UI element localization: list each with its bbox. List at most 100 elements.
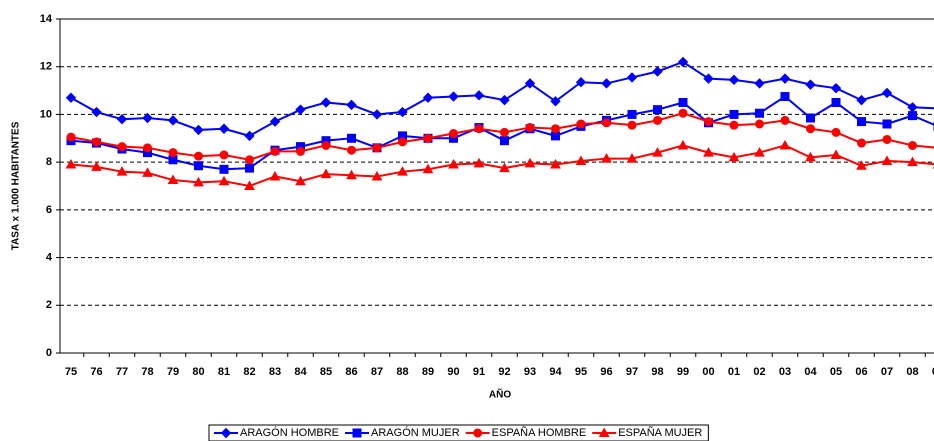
marker	[65, 159, 77, 169]
x-tick-label: 08	[906, 366, 918, 378]
marker	[678, 98, 688, 107]
marker	[729, 109, 739, 119]
marker	[142, 167, 153, 177]
marker	[830, 82, 842, 94]
marker	[473, 428, 483, 438]
marker	[397, 106, 408, 118]
marker	[602, 118, 611, 128]
marker	[576, 119, 586, 129]
marker	[218, 175, 230, 186]
marker	[352, 428, 362, 438]
marker	[881, 87, 893, 99]
marker	[473, 157, 485, 168]
marker	[575, 77, 587, 88]
marker	[728, 74, 740, 86]
x-tick-label: 85	[320, 366, 332, 378]
marker	[193, 176, 204, 187]
marker	[627, 120, 637, 130]
marker	[653, 115, 662, 125]
marker	[473, 90, 485, 101]
marker	[218, 123, 230, 134]
marker	[857, 138, 866, 148]
marker	[66, 132, 76, 142]
x-tick-label: 97	[626, 366, 638, 378]
x-tick-label: 88	[396, 366, 408, 378]
marker	[677, 56, 689, 68]
marker	[831, 127, 841, 137]
marker	[194, 161, 203, 171]
marker	[116, 166, 128, 176]
marker	[320, 97, 332, 108]
marker	[448, 159, 459, 169]
marker	[805, 79, 816, 90]
marker	[296, 146, 305, 156]
x-tick-label: 02	[753, 366, 765, 378]
marker	[270, 146, 280, 156]
marker	[295, 175, 306, 186]
marker	[346, 99, 357, 111]
marker	[320, 168, 332, 179]
x-tick-label: 82	[243, 366, 255, 378]
marker	[601, 153, 612, 163]
marker	[908, 140, 917, 150]
legend-box	[208, 424, 709, 441]
marker	[652, 147, 663, 157]
marker	[321, 140, 331, 150]
marker	[575, 155, 587, 165]
y-tick-label: 2	[46, 299, 52, 311]
marker	[220, 427, 232, 439]
marker	[882, 119, 892, 129]
marker	[167, 174, 179, 185]
marker	[677, 139, 689, 150]
y-tick-label: 10	[40, 108, 52, 120]
marker	[550, 96, 561, 107]
marker	[754, 78, 765, 89]
marker	[499, 162, 510, 173]
marker	[653, 105, 662, 115]
marker	[168, 148, 178, 158]
legend-label: ARAGÓN HOMBRE	[240, 426, 339, 439]
x-tick-label: 76	[90, 366, 102, 378]
marker	[448, 91, 459, 102]
legend-label: ESPAÑA MUJER	[618, 426, 702, 439]
x-axis-title: AÑO	[489, 388, 511, 401]
marker	[371, 170, 383, 181]
x-tick-label: 03	[779, 366, 791, 378]
marker	[219, 150, 229, 160]
x-tick-label: 91	[473, 366, 485, 378]
x-tick-label: 92	[498, 366, 510, 378]
marker	[598, 427, 610, 437]
marker	[524, 157, 536, 168]
marker	[371, 109, 383, 120]
x-tick-label: 81	[218, 366, 230, 378]
marker	[856, 94, 867, 106]
marker	[91, 161, 102, 171]
x-tick-label: 84	[294, 366, 307, 378]
y-tick-label: 8	[46, 156, 52, 168]
marker	[193, 124, 204, 136]
marker	[65, 92, 77, 103]
marker	[423, 133, 433, 143]
x-tick-label: 06	[855, 366, 867, 378]
marker	[601, 78, 612, 89]
x-tick-label: 87	[371, 366, 383, 378]
marker	[755, 119, 764, 129]
marker	[779, 73, 791, 84]
x-tick-label: 78	[141, 366, 153, 378]
marker	[907, 156, 918, 167]
x-tick-label: 90	[447, 366, 459, 378]
marker	[474, 124, 484, 134]
marker	[755, 108, 764, 118]
marker	[704, 117, 713, 127]
marker	[780, 115, 790, 125]
y-tick-label: 6	[46, 204, 52, 216]
marker	[245, 155, 254, 165]
marker	[550, 159, 561, 169]
x-tick-label: 86	[345, 366, 357, 378]
marker	[857, 117, 866, 127]
marker	[449, 129, 458, 139]
marker	[626, 72, 638, 83]
x-tick-label: 75	[65, 366, 77, 378]
marker	[881, 155, 893, 165]
